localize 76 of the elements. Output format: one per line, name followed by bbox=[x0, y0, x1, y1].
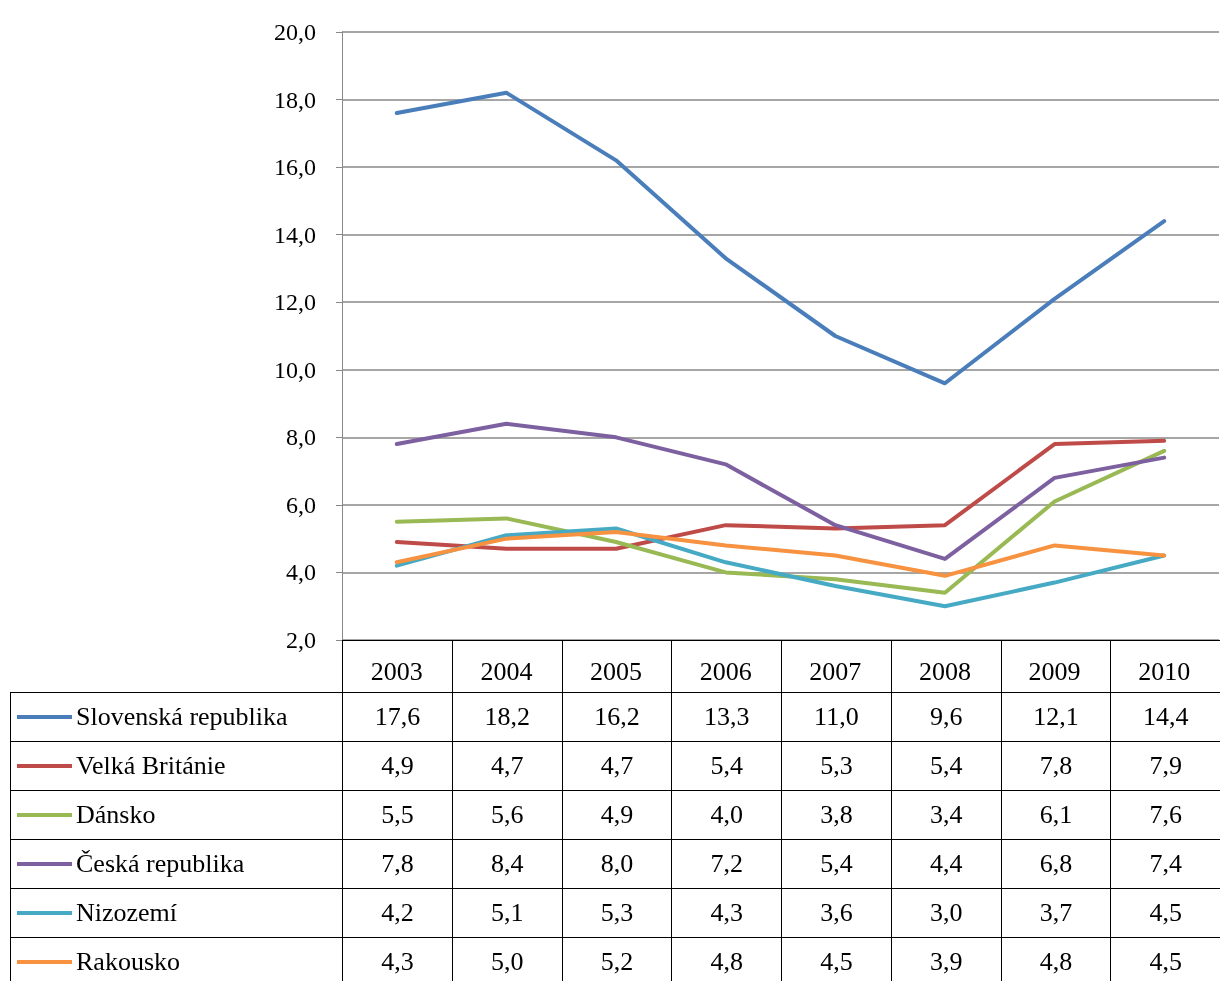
data-label: 5,4 bbox=[710, 751, 743, 781]
data-label: 4,2 bbox=[381, 898, 414, 928]
legend-label: Nizozemí bbox=[76, 898, 178, 928]
x-tick-label: 2005 bbox=[590, 656, 643, 686]
data-label: 13,3 bbox=[703, 702, 750, 732]
line-series bbox=[394, 438, 1167, 551]
data-label: 4,5 bbox=[1149, 898, 1182, 928]
data-label: 3,9 bbox=[929, 947, 963, 977]
data-label: 5,2 bbox=[600, 947, 634, 977]
data-label: 5,0 bbox=[490, 947, 524, 977]
data-label: 4,3 bbox=[710, 898, 743, 928]
data-label: 5,1 bbox=[490, 898, 524, 928]
legend-label: Česká republika bbox=[76, 849, 245, 879]
y-tick-label: 10,0 bbox=[274, 356, 316, 383]
data-label: 3,7 bbox=[1039, 898, 1073, 928]
data-label: 7,8 bbox=[381, 849, 414, 879]
data-label: 12,1 bbox=[1033, 702, 1079, 732]
data-label: 14,4 bbox=[1142, 702, 1189, 732]
data-label: 3,8 bbox=[820, 800, 853, 830]
legend-label: Rakousko bbox=[76, 947, 180, 977]
data-label: 4,5 bbox=[820, 947, 853, 977]
data-label: 3,6 bbox=[820, 898, 853, 928]
data-label: 4,9 bbox=[381, 751, 414, 781]
x-tick-label: 2004 bbox=[480, 656, 533, 686]
line-series bbox=[394, 90, 1167, 386]
data-label: 7,8 bbox=[1039, 751, 1073, 781]
y-tick-label: 2,0 bbox=[286, 627, 316, 653]
data-label: 4,8 bbox=[710, 947, 743, 977]
x-tick-label: 2008 bbox=[918, 656, 971, 686]
data-label: 5,5 bbox=[381, 800, 414, 830]
data-label: 17,6 bbox=[374, 702, 421, 732]
data-label: 5,3 bbox=[820, 751, 853, 781]
data-label: 7,4 bbox=[1149, 849, 1182, 879]
data-label: 6,8 bbox=[1039, 849, 1073, 879]
data-label: 8,4 bbox=[490, 849, 524, 879]
data-label: 5,4 bbox=[820, 849, 853, 879]
data-label: 9,6 bbox=[929, 702, 963, 732]
x-tick-label: 2010 bbox=[1138, 656, 1191, 686]
data-label: 7,9 bbox=[1149, 751, 1182, 781]
data-label: 7,6 bbox=[1149, 800, 1182, 830]
data-label: 18,2 bbox=[484, 702, 530, 732]
data-label: 5,3 bbox=[600, 898, 634, 928]
data-label: 4,0 bbox=[710, 800, 743, 830]
data-label: 7,2 bbox=[710, 849, 743, 879]
x-tick-label: 2009 bbox=[1028, 656, 1081, 686]
x-tick-label: 2006 bbox=[699, 656, 752, 686]
legend-label: Slovenská republika bbox=[76, 702, 288, 732]
data-label: 4,3 bbox=[381, 947, 414, 977]
data-label: 8,0 bbox=[600, 849, 634, 879]
x-tick-label: 2007 bbox=[809, 656, 862, 686]
y-tick-label: 20,0 bbox=[274, 19, 316, 45]
legend-label: Velká Británie bbox=[76, 751, 226, 781]
data-label: 6,1 bbox=[1039, 800, 1073, 830]
y-tick-label: 6,0 bbox=[286, 491, 316, 518]
data-label: 16,2 bbox=[594, 702, 640, 732]
y-tick-label: 8,0 bbox=[286, 424, 316, 451]
data-label: 4,5 bbox=[1149, 947, 1182, 977]
data-label: 4,4 bbox=[929, 849, 963, 879]
data-label: 4,8 bbox=[1039, 947, 1073, 977]
y-tick-label: 12,0 bbox=[274, 289, 316, 316]
data-label: 11,0 bbox=[814, 702, 859, 732]
y-tick-label: 16,0 bbox=[274, 154, 316, 181]
x-tick-label: 2003 bbox=[370, 656, 423, 686]
data-label: 4,7 bbox=[490, 751, 524, 781]
data-label: 5,6 bbox=[490, 800, 524, 830]
y-tick-label: 14,0 bbox=[274, 221, 316, 248]
line-series bbox=[394, 421, 1167, 561]
line-series bbox=[394, 529, 1167, 578]
data-label: 4,7 bbox=[600, 751, 634, 781]
legend-label: Dánsko bbox=[76, 800, 156, 830]
y-tick-label: 18,0 bbox=[274, 86, 316, 113]
data-label: 3,4 bbox=[929, 800, 963, 830]
data-label: 3,0 bbox=[929, 898, 963, 928]
y-tick-label: 4,0 bbox=[286, 559, 316, 586]
data-label: 4,9 bbox=[600, 800, 634, 830]
data-label: 5,4 bbox=[929, 751, 963, 781]
